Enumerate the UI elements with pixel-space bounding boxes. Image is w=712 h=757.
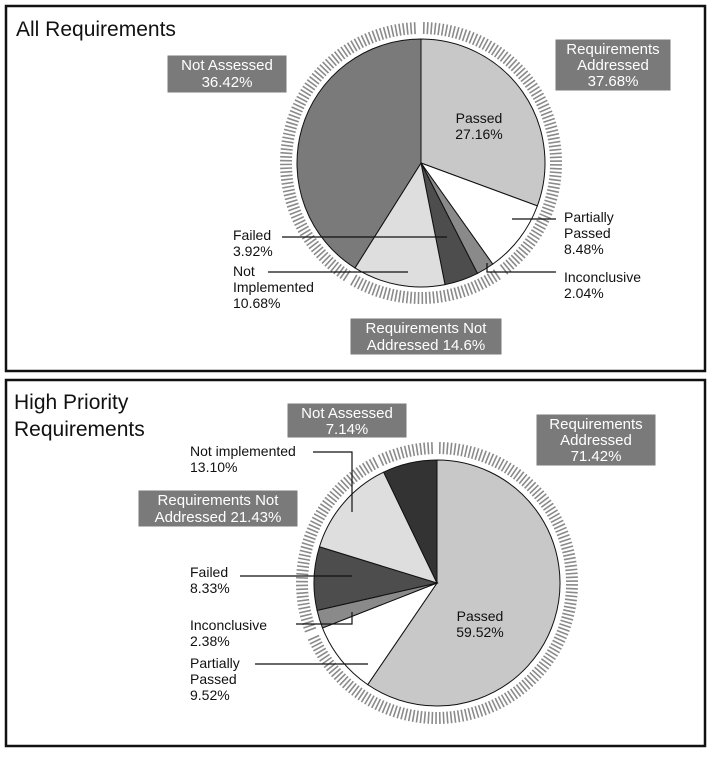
slice-label-partially-passed: Partially (190, 655, 240, 671)
group-label-line: 36.42% (202, 74, 253, 91)
group-box-requirements-addressed (554, 38, 672, 92)
ring-requirements-addressed (422, 22, 563, 275)
slice-label-not-implemented: Not implemented (190, 443, 296, 459)
group-label-line: Addressed 14.6% (367, 337, 485, 354)
pie-slice-not-implemented (354, 161, 446, 288)
group-label-line: 7.14% (326, 421, 369, 438)
group-box-requirements-not-addressed (137, 489, 299, 528)
chart-title: High Priority (14, 391, 129, 414)
group-label-line: 37.68% (588, 73, 639, 90)
slice-label-partially-passed: Passed (190, 671, 237, 687)
ring-requirements-not-addressed (296, 457, 380, 633)
pie-slice-passed (367, 459, 561, 707)
slice-value-passed: 59.52% (456, 624, 503, 640)
group-label-line: Addressed (560, 432, 632, 449)
leader-not-implemented (313, 451, 353, 512)
pie-slice-not-implemented (318, 471, 438, 584)
ring-not-assessed (377, 442, 434, 466)
group-label-line: Requirements Not (366, 320, 488, 337)
slice-label-passed: Passed (457, 608, 504, 624)
chart-title: Requirements (14, 418, 145, 441)
slice-value-not-implemented: 10.68% (233, 295, 280, 311)
ring-requirements-not-addressed (350, 269, 501, 304)
group-label-line: Not Assessed (181, 57, 273, 74)
group-label-line: Requirements (549, 416, 642, 433)
pie-slice-not-assessed (296, 38, 422, 269)
slice-value-inconclusive: 2.04% (564, 285, 604, 301)
group-label-line: Requirements Not (158, 492, 280, 509)
group-label-line: Addressed 21.43% (155, 509, 282, 526)
ring-not-assessed (280, 22, 416, 282)
slice-label-failed: Failed (233, 227, 271, 243)
chart-title: All Requirements (16, 18, 176, 41)
group-box-not-assessed (166, 54, 288, 94)
slice-value-failed: 3.92% (233, 243, 273, 259)
slice-value-inconclusive: 2.38% (190, 633, 230, 649)
slice-value-partially-passed: 9.52% (190, 687, 230, 703)
slice-label-partially-passed: Passed (564, 225, 611, 241)
slice-label-not-implemented: Not (233, 263, 255, 279)
pie-slice-partially-passed (419, 161, 538, 265)
group-box-not-assessed (286, 402, 408, 439)
group-label-line: Addressed (577, 57, 649, 74)
slice-label-failed: Failed (190, 564, 228, 580)
slice-value-passed: 27.16% (455, 126, 502, 142)
slice-label-not-implemented: Implemented (233, 279, 314, 295)
leader-inconclusive (486, 263, 556, 273)
group-box-requirements-addressed (535, 413, 657, 467)
group-label-line: Not Assessed (301, 405, 393, 422)
slice-value-partially-passed: 8.48% (564, 241, 604, 257)
slice-label-partially-passed: Partially (564, 209, 614, 225)
group-label-line: 71.42% (571, 448, 622, 465)
slice-value-failed: 8.33% (190, 580, 230, 596)
pie-slice-not-assessed (382, 459, 438, 584)
pie-slice-passed (420, 38, 546, 207)
slice-label-inconclusive: Inconclusive (190, 617, 267, 633)
group-label-line: Requirements (566, 41, 659, 58)
ring-requirements-addressed (307, 442, 579, 725)
slice-label-passed: Passed (456, 110, 503, 126)
leader-inconclusive (296, 612, 353, 625)
slice-label-inconclusive: Inconclusive (564, 269, 641, 285)
group-box-requirements-not-addressed (349, 317, 503, 356)
slice-value-not-implemented: 13.10% (190, 459, 237, 475)
